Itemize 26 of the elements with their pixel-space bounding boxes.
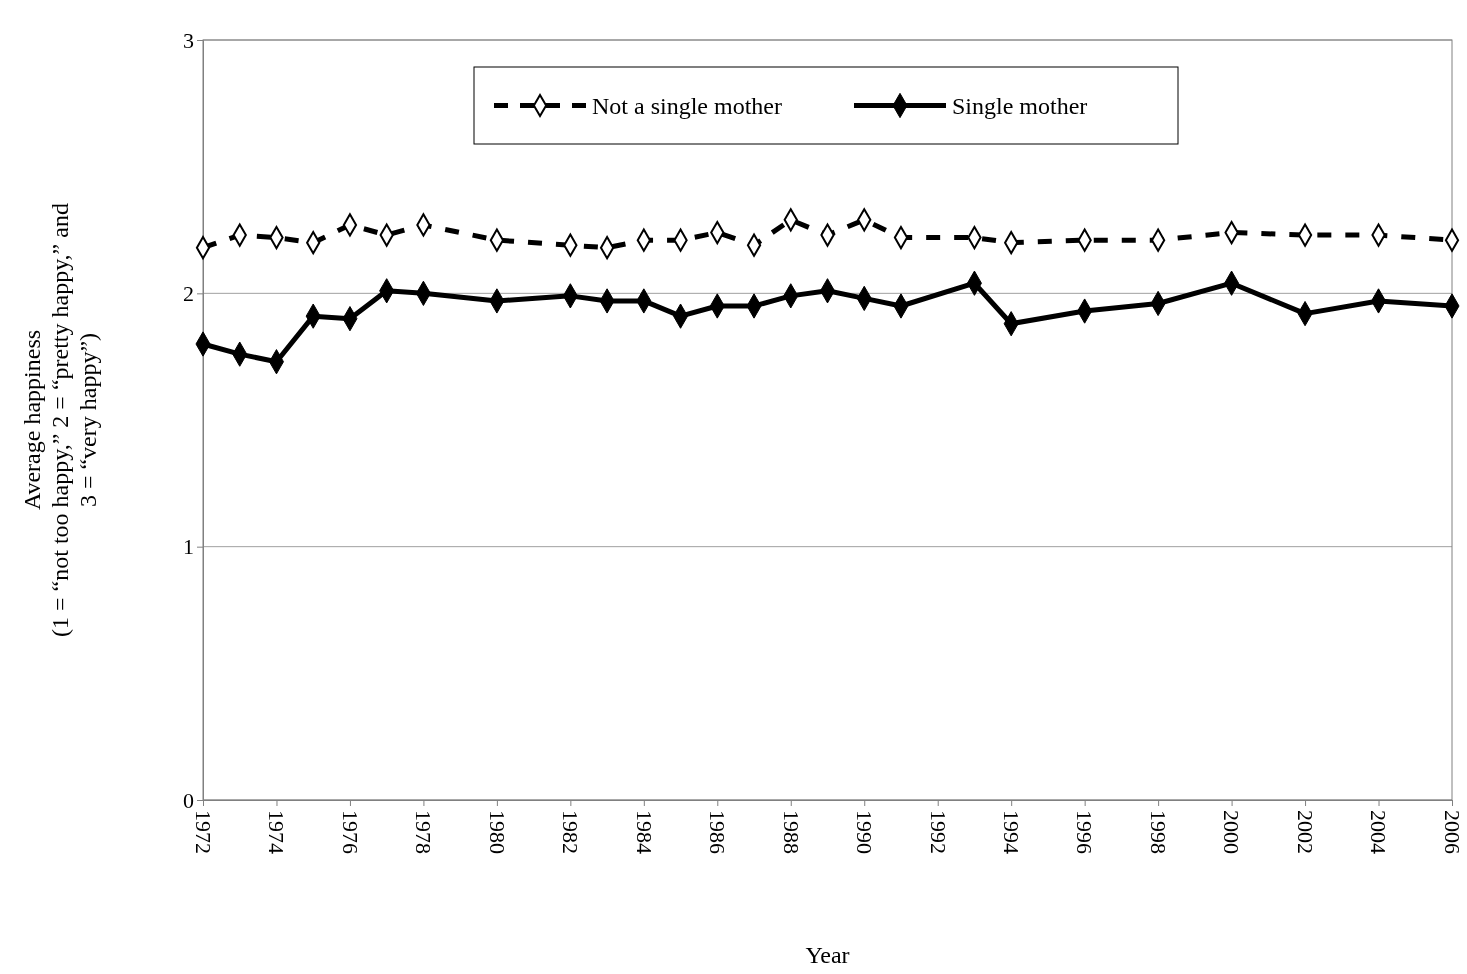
x-tick-label: 1994 [998,810,1024,854]
x-tick-label: 1976 [337,810,363,854]
x-tick-label: 1982 [558,810,584,854]
x-tick-label: 1974 [264,810,290,854]
x-tick-label: 1984 [631,810,657,854]
x-tick-label: 2004 [1366,810,1392,854]
x-tick-label: 1978 [411,810,437,854]
x-axis-title: Year [805,942,850,968]
legend-label: Not a single mother [592,92,782,119]
x-tick-label: 1990 [852,810,878,854]
x-tick-label: 1998 [1145,810,1171,854]
x-tick-label: 2000 [1219,810,1245,854]
x-tick-label: 1980 [484,810,510,854]
x-tick-label: 1996 [1072,810,1098,854]
y-tick-label: 3 [183,27,194,53]
y-tick-label: 2 [183,280,194,306]
y-tick-label: 1 [183,534,194,560]
x-tick-label: 1972 [190,810,216,854]
x-tick-label: 2002 [1292,810,1318,854]
x-tick-label: 1992 [925,810,951,854]
legend-label: Single mother [952,92,1088,119]
x-tick-label: 1986 [705,810,731,854]
y-axis-title: Average happiness (1 = “not too happy,” 2 = “pretty happy,” and 3 = “very happy”) [19,203,101,637]
y-tick-label: 0 [183,787,194,813]
x-tick-label: 2006 [1439,810,1465,854]
x-tick-label: 1988 [778,810,804,854]
